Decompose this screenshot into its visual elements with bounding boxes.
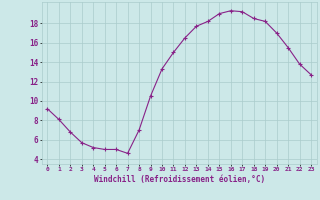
X-axis label: Windchill (Refroidissement éolien,°C): Windchill (Refroidissement éolien,°C) <box>94 175 265 184</box>
